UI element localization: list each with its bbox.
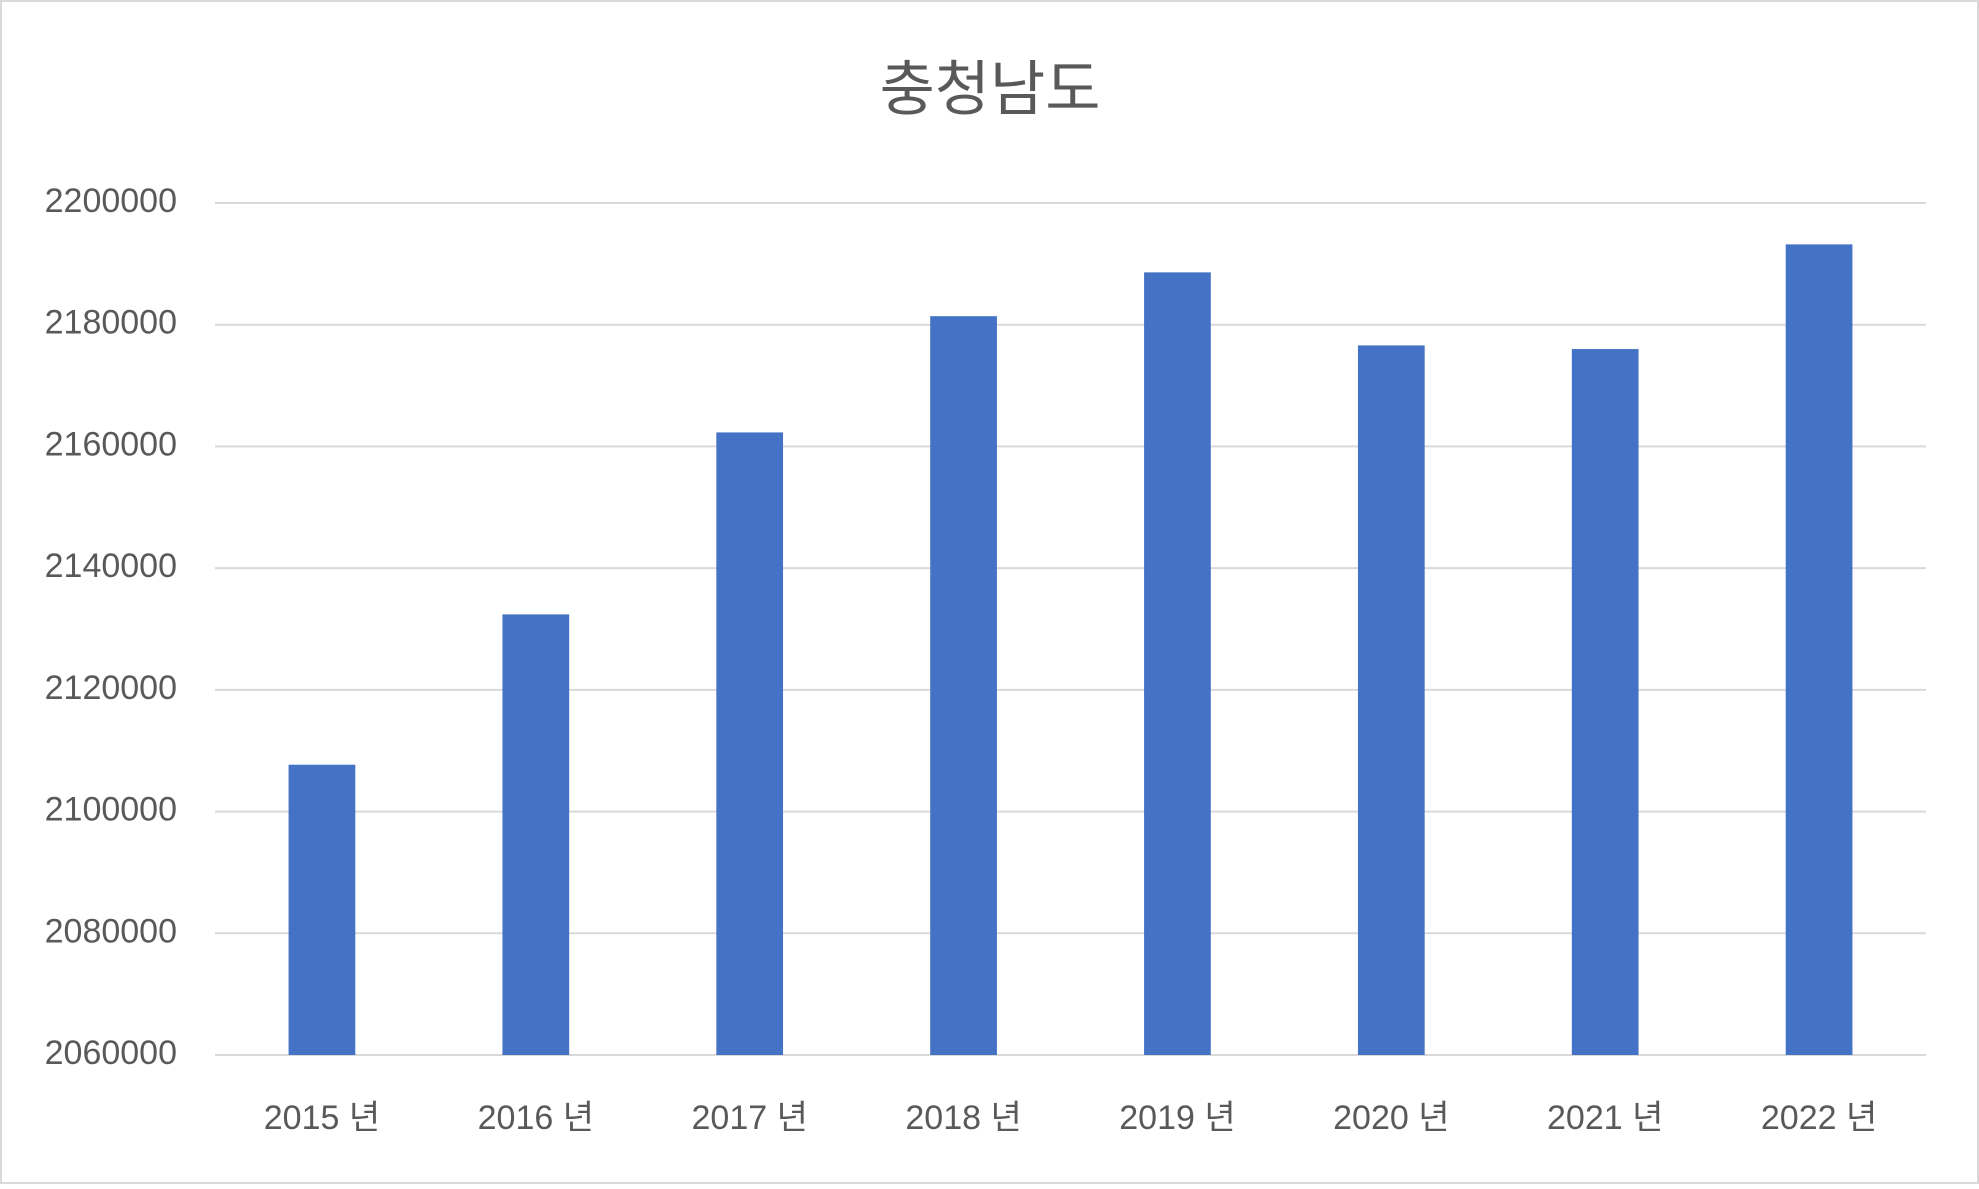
y-tick-label: 2200000 bbox=[45, 182, 177, 220]
y-tick-label: 2080000 bbox=[45, 912, 177, 950]
bar bbox=[502, 614, 570, 1055]
y-tick-label: 2100000 bbox=[45, 791, 177, 829]
x-tick-label: 2021 년 bbox=[1547, 1099, 1663, 1137]
x-tick-label: 2016 년 bbox=[478, 1099, 594, 1137]
bar bbox=[1144, 272, 1211, 1055]
bar bbox=[930, 316, 997, 1055]
bar bbox=[716, 432, 784, 1056]
bar bbox=[1571, 349, 1639, 1055]
x-tick-label: 2019 년 bbox=[1119, 1099, 1235, 1137]
x-tick-label: 2022 년 bbox=[1761, 1099, 1877, 1137]
x-tick-label: 2015 년 bbox=[264, 1099, 380, 1137]
x-tick-label: 2018 년 bbox=[905, 1099, 1021, 1137]
x-tick-label: 2017 년 bbox=[692, 1099, 808, 1137]
y-tick-label: 2120000 bbox=[45, 669, 177, 707]
y-tick-label: 2180000 bbox=[45, 304, 177, 342]
y-tick-label: 2060000 bbox=[45, 1034, 177, 1072]
y-tick-label: 2140000 bbox=[45, 547, 177, 585]
chart-title: 충청남도 bbox=[880, 56, 1101, 123]
bar bbox=[288, 764, 356, 1055]
y-tick-label: 2160000 bbox=[45, 425, 177, 463]
bar bbox=[1785, 244, 1853, 1055]
x-tick-label: 2020 년 bbox=[1333, 1099, 1449, 1137]
bar bbox=[1357, 345, 1425, 1055]
